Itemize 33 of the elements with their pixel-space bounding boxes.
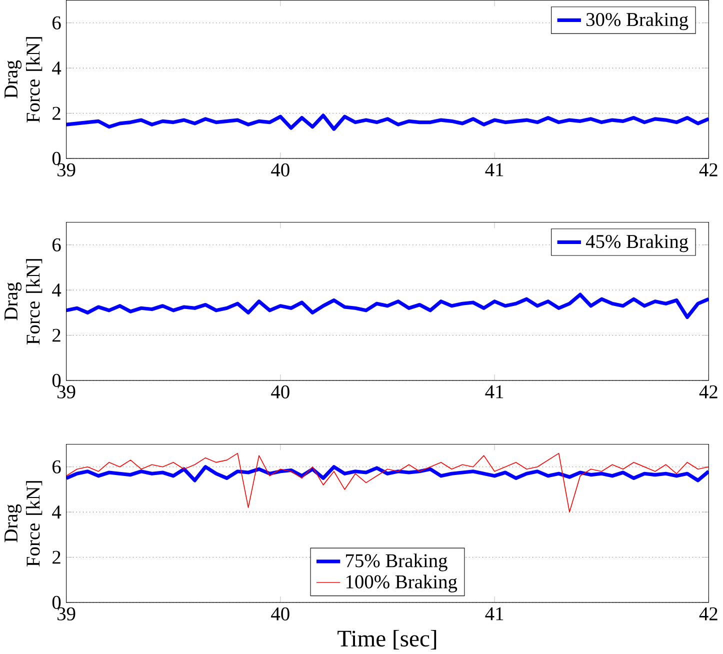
x-axis-title: Time [sec] (338, 630, 436, 650)
x-tick-label: 40 (271, 163, 290, 176)
legend-label: 30% Braking (586, 12, 688, 30)
line-series (66, 292, 709, 319)
y-tick-label: 4 (52, 284, 62, 296)
x-tick-label: 41 (485, 163, 504, 176)
x-tick-label: 42 (699, 607, 718, 620)
legend-label: 100% Braking (346, 574, 458, 592)
y-tick-label: 4 (52, 506, 62, 518)
y-axis-title: Drag Force [kN] (4, 259, 42, 344)
y-tick-label: 2 (52, 328, 60, 342)
x-tick-label: 39 (58, 607, 76, 620)
y-tick-label: 6 (52, 238, 61, 252)
x-tick-label: 39 (58, 163, 76, 176)
y-tick-label: 0 (52, 374, 61, 387)
y-tick-label: 6 (52, 16, 61, 30)
legend-label: 45% Braking (586, 234, 688, 252)
y-tick-label: 6 (52, 460, 61, 474)
y-axis-title: Drag Force [kN] (4, 37, 42, 122)
y-tick-label: 2 (52, 106, 60, 120)
x-tick-label: 42 (699, 163, 718, 176)
y-tick-label: 4 (52, 62, 62, 74)
x-tick-label: 41 (485, 385, 504, 398)
x-tick-label: 40 (271, 607, 290, 620)
y-tick-label: 0 (52, 152, 61, 165)
y-tick-label: 0 (52, 596, 61, 609)
y-axis-title: Drag Force [kN] (4, 481, 42, 566)
x-tick-label: 40 (271, 385, 290, 398)
x-tick-label: 41 (485, 607, 504, 620)
x-tick-label: 42 (699, 385, 718, 398)
y-tick-label: 2 (52, 550, 60, 564)
x-tick-label: 39 (58, 385, 76, 398)
legend-label: 75% Braking (346, 554, 448, 572)
